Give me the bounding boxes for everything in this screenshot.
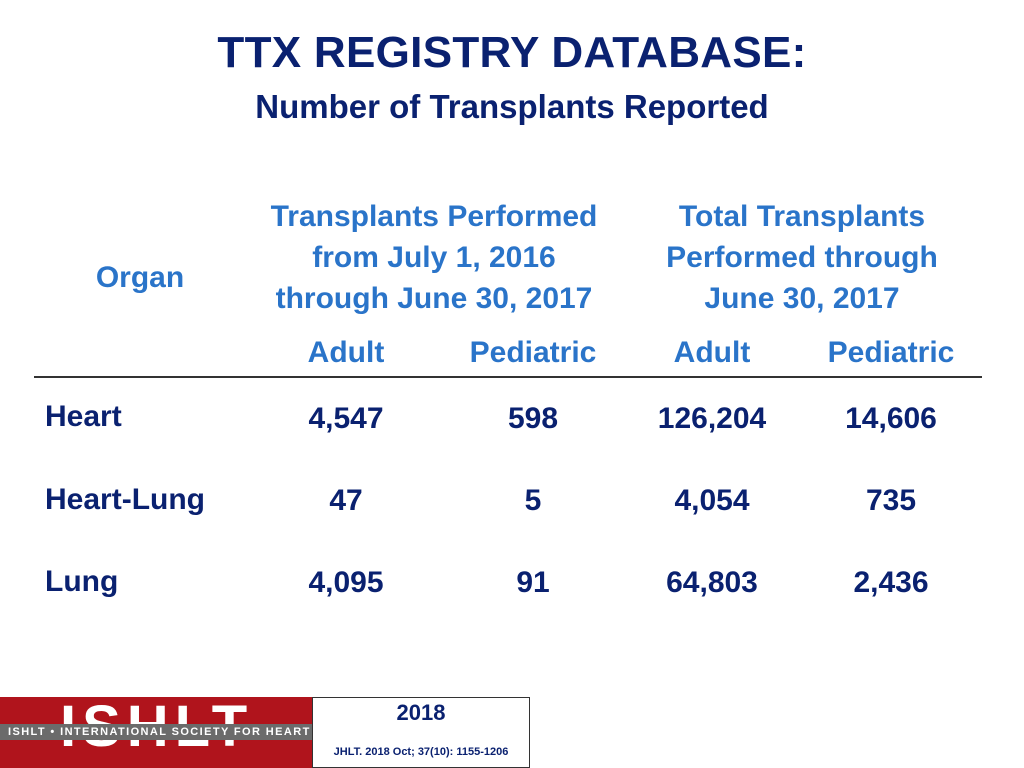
table-cell: 4,054 (674, 484, 750, 517)
journal-citation: JHLT. 2018 Oct; 37(10): 1155-1206 (333, 746, 509, 758)
header-divider (34, 376, 982, 378)
table-cell: 5 (524, 484, 542, 517)
period-group-header: Transplants Performed from July 1, 2016 … (242, 196, 626, 319)
table-cell: 91 (516, 566, 550, 599)
sub-header-pediatric-total: Pediatric (827, 336, 955, 369)
table-cell: 735 (865, 484, 917, 517)
table-cell: 4,547 (308, 402, 384, 435)
organ-column-header: Organ (95, 261, 185, 294)
table-cell: 2,436 (853, 566, 929, 599)
period-header-line: Transplants Performed (270, 200, 598, 233)
table-cell: 126,204 (657, 402, 767, 435)
slide-title: TTX REGISTRY DATABASE: (217, 28, 807, 77)
row-organ-label: Heart (45, 400, 122, 433)
total-header-line: Performed through (666, 241, 938, 274)
table-cell: 64,803 (666, 566, 758, 599)
row-organ-label: Heart-Lung (45, 483, 205, 516)
sub-header-pediatric-period: Pediatric (469, 336, 597, 369)
report-year: 2018 (396, 700, 446, 725)
total-group-header: Total Transplants Performed through June… (620, 196, 984, 319)
table-cell: 598 (507, 402, 559, 435)
citation-box: 2018 JHLT. 2018 Oct; 37(10): 1155-1206 (312, 697, 530, 768)
period-header-line: from July 1, 2016 (312, 241, 556, 274)
sub-header-adult-period: Adult (307, 336, 385, 369)
total-header-line: June 30, 2017 (704, 282, 900, 315)
slide-subtitle: Number of Transplants Reported (255, 88, 769, 125)
table-cell: 4,095 (308, 566, 384, 599)
sub-header-adult-total: Adult (673, 336, 751, 369)
total-header-line: Total Transplants (678, 200, 926, 233)
table-cell: 14,606 (845, 402, 937, 435)
footer-logo-block: ISHLT ISHLT • INTERNATIONAL SOCIETY FOR … (0, 697, 530, 768)
row-organ-label: Lung (45, 565, 119, 598)
period-header-line: through June 30, 2017 (275, 282, 593, 315)
table-cell: 47 (329, 484, 363, 517)
